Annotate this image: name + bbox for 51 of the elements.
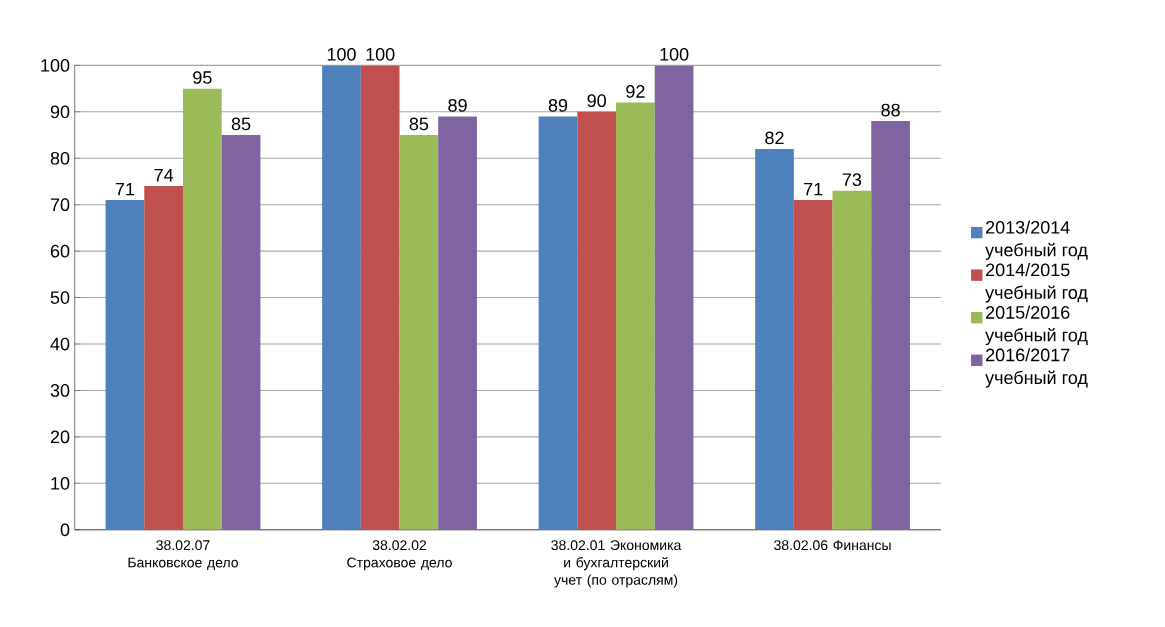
data-label: 100 (366, 47, 395, 61)
y-tick-label: 90 (50, 105, 70, 119)
y-tick-label: 40 (50, 337, 70, 351)
data-label: 74 (154, 168, 174, 182)
bar (616, 102, 655, 530)
y-tick-label: 30 (50, 383, 70, 397)
data-label: 85 (409, 117, 429, 131)
data-label: 100 (327, 47, 356, 61)
bar (832, 190, 872, 530)
data-label: 89 (548, 98, 568, 112)
y-tick-label: 70 (50, 198, 70, 211)
data-label: 71 (804, 182, 823, 196)
data-label: 82 (765, 131, 784, 145)
y-tick-label: 10 (51, 476, 70, 490)
bar (654, 65, 694, 530)
x-tick-label: 38.02.07 Банковское дело (128, 540, 239, 570)
y-tick-label: 50 (50, 291, 70, 304)
x-tick-label: 38.02.02 Страховое дело (347, 540, 452, 571)
data-label: 85 (231, 117, 251, 131)
data-label: 95 (193, 71, 212, 84)
legend-label: 2015/2016 учебный год (985, 305, 1088, 345)
bar (360, 65, 400, 530)
data-label: 71 (115, 182, 135, 196)
legend-label: 2016/2017 учебный год (985, 348, 1088, 388)
y-tick-label: 80 (50, 151, 70, 165)
bar (577, 111, 617, 530)
bar (221, 134, 261, 530)
legend-label: 2013/2014 учебный год (985, 220, 1088, 260)
y-tick-label: 60 (50, 244, 70, 258)
y-tick-label: 100 (41, 58, 70, 72)
bar (183, 88, 222, 530)
bar (399, 134, 439, 530)
data-label: 73 (842, 173, 862, 186)
data-label: 90 (587, 94, 606, 107)
bar (793, 199, 833, 530)
bar (144, 186, 183, 530)
legend-label: 2014/2015 учебный год (985, 262, 1088, 303)
bar (322, 65, 361, 530)
bar (105, 199, 145, 530)
data-label: 100 (660, 47, 689, 61)
x-tick-label: 38.02.06 Финансы (774, 540, 891, 551)
bar (755, 148, 794, 530)
data-label: 92 (626, 84, 645, 98)
y-tick-label: 20 (50, 430, 70, 444)
data-label: 88 (881, 103, 900, 117)
x-tick-label: 38.02.01 Экономика и бухгалтерский учет (по отраслям) (551, 540, 682, 588)
y-tick-label: 0 (60, 523, 70, 537)
data-label: 89 (448, 98, 467, 112)
bar (538, 116, 578, 530)
bar (438, 116, 477, 530)
bar (871, 121, 910, 530)
